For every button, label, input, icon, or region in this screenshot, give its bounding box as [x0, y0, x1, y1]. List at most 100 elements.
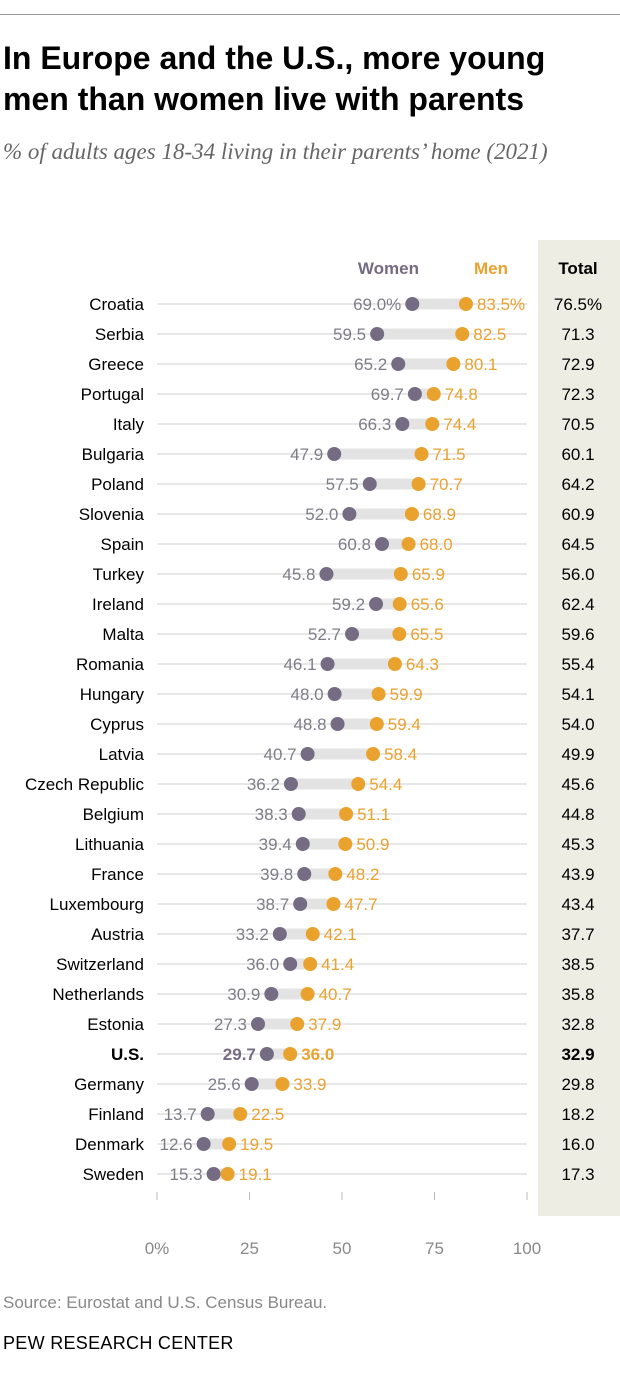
category-label: Italy — [113, 415, 145, 434]
x-tick-label: 25 — [240, 1239, 259, 1258]
category-label: Belgium — [83, 805, 144, 824]
total-value-label: 56.0 — [561, 565, 594, 584]
men-dot — [455, 327, 470, 341]
women-value-label: 66.3 — [358, 415, 391, 434]
total-value-label: 43.9 — [561, 865, 594, 884]
category-label: France — [91, 865, 144, 884]
category-label: Luxembourg — [49, 895, 144, 914]
men-dot — [392, 597, 407, 611]
legend-women: Women — [358, 259, 419, 278]
x-tick-label: 50 — [333, 1239, 352, 1258]
women-dot — [391, 357, 406, 371]
men-dot — [366, 747, 381, 761]
legend-total: Total — [558, 259, 597, 278]
men-value-label: 48.2 — [346, 865, 379, 884]
women-dot — [283, 957, 298, 971]
total-value-label: 62.4 — [561, 595, 594, 614]
org-credit: PEW RESEARCH CENTER — [3, 1333, 234, 1353]
total-value-label: 54.1 — [561, 685, 594, 704]
men-dot — [351, 777, 366, 791]
total-value-label: 64.2 — [561, 475, 594, 494]
women-value-label: 48.8 — [293, 715, 326, 734]
women-dot — [330, 717, 345, 731]
men-value-label: 51.1 — [357, 805, 390, 824]
women-value-label: 39.4 — [259, 835, 292, 854]
category-label: Bulgaria — [82, 445, 145, 464]
total-value-label: 72.3 — [561, 385, 594, 404]
chart-title: In Europe and the U.S., more young men t… — [3, 40, 546, 117]
category-label: Turkey — [93, 565, 145, 584]
women-dot — [407, 387, 422, 401]
category-label: Malta — [102, 625, 144, 644]
legend-men: Men — [474, 259, 508, 278]
total-value-label: 32.9 — [561, 1045, 594, 1064]
women-value-label: 48.0 — [291, 685, 324, 704]
women-dot — [342, 507, 357, 521]
total-value-label: 18.2 — [561, 1105, 594, 1124]
women-dot — [327, 447, 342, 461]
men-value-label: 65.6 — [411, 595, 444, 614]
women-dot — [344, 627, 359, 641]
women-dot — [206, 1167, 221, 1181]
men-dot — [393, 567, 408, 581]
women-value-label: 33.2 — [236, 925, 269, 944]
category-label: Finland — [88, 1105, 144, 1124]
total-value-label: 64.5 — [561, 535, 594, 554]
men-value-label: 74.4 — [443, 415, 476, 434]
total-value-label: 37.7 — [561, 925, 594, 944]
total-value-label: 32.8 — [561, 1015, 594, 1034]
total-value-label: 38.5 — [561, 955, 594, 974]
men-value-label: 54.4 — [369, 775, 402, 794]
category-label: Cyprus — [90, 715, 144, 734]
women-dot — [300, 747, 315, 761]
category-label: Hungary — [80, 685, 145, 704]
total-value-label: 45.3 — [561, 835, 594, 854]
category-label: Slovenia — [79, 505, 145, 524]
women-value-label: 57.5 — [326, 475, 359, 494]
men-dot — [338, 837, 353, 851]
women-value-label: 52.0 — [305, 505, 338, 524]
women-dot — [272, 927, 287, 941]
women-dot — [251, 1017, 266, 1031]
category-label: Netherlands — [52, 985, 144, 1004]
men-value-label: 58.4 — [384, 745, 417, 764]
men-value-label: 71.5 — [433, 445, 466, 464]
category-label: Greece — [88, 355, 144, 374]
women-value-label: 69.7 — [371, 385, 404, 404]
women-dot — [405, 297, 420, 311]
women-dot — [200, 1107, 215, 1121]
x-tick-label: 100 — [513, 1239, 541, 1258]
women-value-label: 25.6 — [208, 1075, 241, 1094]
men-value-label: 33.9 — [293, 1075, 326, 1094]
x-tick-label: 75 — [425, 1239, 444, 1258]
total-value-label: 29.8 — [561, 1075, 594, 1094]
category-label: Czech Republic — [25, 775, 145, 794]
total-value-label: 70.5 — [561, 415, 594, 434]
women-dot — [327, 687, 342, 701]
men-dot — [303, 957, 318, 971]
women-value-label: 59.5 — [333, 325, 366, 344]
women-dot — [319, 567, 334, 581]
women-value-label: 12.6 — [160, 1135, 193, 1154]
women-value-label: 39.8 — [260, 865, 293, 884]
category-label: Ireland — [92, 595, 144, 614]
women-value-label: 15.3 — [170, 1165, 203, 1184]
women-dot — [196, 1137, 211, 1151]
women-value-label: 40.7 — [263, 745, 296, 764]
men-dot — [283, 1047, 298, 1061]
women-value-label: 69.0% — [353, 295, 401, 314]
category-label: Portugal — [81, 385, 144, 404]
total-value-label: 45.6 — [561, 775, 594, 794]
category-label: Switzerland — [56, 955, 144, 974]
women-dot — [369, 597, 384, 611]
total-value-label: 43.4 — [561, 895, 594, 914]
men-dot — [414, 447, 429, 461]
category-label: Spain — [101, 535, 144, 554]
men-dot — [222, 1137, 237, 1151]
women-value-label: 59.2 — [332, 595, 365, 614]
men-value-label: 19.1 — [239, 1165, 272, 1184]
category-label: Croatia — [89, 295, 144, 314]
category-label: Denmark — [75, 1135, 144, 1154]
men-value-label: 70.7 — [430, 475, 463, 494]
total-value-label: 59.6 — [561, 625, 594, 644]
